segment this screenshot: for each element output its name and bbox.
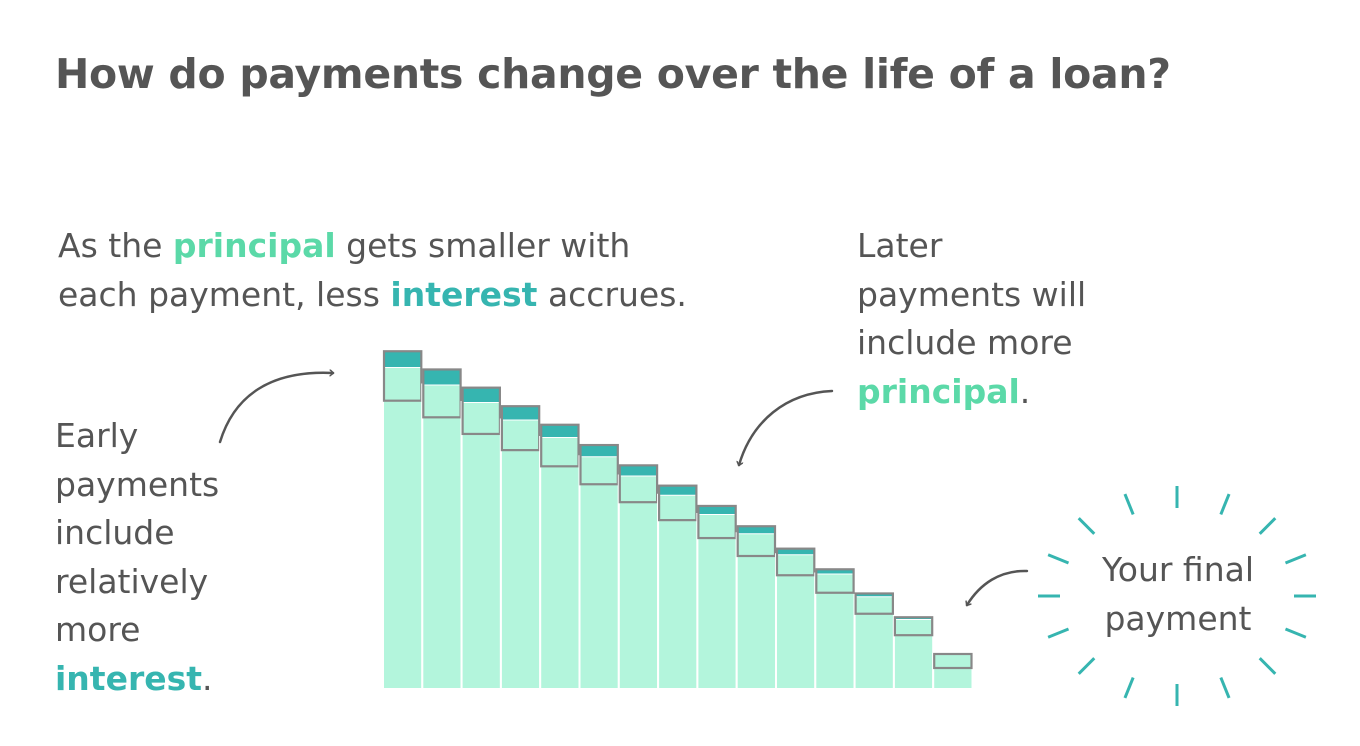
- intro-line-2-start: each payment, less: [58, 274, 391, 314]
- early-note-period: .: [202, 658, 213, 698]
- burst-ray: [1284, 553, 1307, 565]
- early-payments-note: Early payments include relatively more i…: [55, 412, 219, 703]
- intro-line-2: each payment, less interest accrues.: [58, 271, 687, 320]
- early-note-line: more: [55, 610, 141, 649]
- final-arrow-icon: [967, 569, 1029, 607]
- principal-bar: [657, 493, 699, 690]
- final-label-line: Your final: [1101, 550, 1255, 589]
- payment-bars: [382, 350, 974, 690]
- later-note-period: .: [1019, 371, 1031, 411]
- sparkle-burst-icon: [1038, 486, 1316, 706]
- burst-ray: [1258, 657, 1277, 675]
- principal-bar: [539, 436, 581, 690]
- interest-segment: [501, 406, 540, 420]
- interest-segment: [659, 485, 697, 495]
- interest-segment: [619, 465, 658, 476]
- interest-segment: [816, 569, 854, 574]
- early-note-line: Early: [55, 416, 139, 455]
- early-note-line: relatively: [55, 561, 209, 601]
- principal-highlight: principal: [172, 226, 336, 265]
- final-label-line: payment: [1104, 598, 1252, 638]
- intro-line-1-start: As the: [58, 226, 173, 265]
- payment-outline: [579, 443, 619, 486]
- later-principal-highlight: principal: [857, 371, 1020, 411]
- burst-ray: [1123, 493, 1135, 515]
- principal-bar: [892, 618, 935, 690]
- burst-ray: [1077, 517, 1096, 535]
- payment-outline: [697, 504, 737, 540]
- interest-segment: [698, 505, 736, 514]
- intro-line-2-end: accrues.: [537, 274, 687, 314]
- interest-segment: [462, 387, 500, 402]
- later-payments-note: Later payments will include more princip…: [857, 222, 1086, 416]
- principal-bar: [617, 474, 660, 690]
- interest-segment: [384, 351, 422, 367]
- early-note-line: include: [55, 513, 175, 552]
- principal-bar: [382, 366, 424, 690]
- intro-line-1-end: gets smaller with: [335, 226, 631, 265]
- early-note-line: payments: [55, 464, 220, 504]
- interest-segment: [580, 445, 618, 457]
- principal-bar: [578, 455, 620, 690]
- principal-bar: [421, 383, 463, 690]
- payment-outline: [854, 592, 894, 615]
- burst-ray: [1047, 553, 1070, 565]
- later-note-last-line: principal.: [857, 368, 1086, 417]
- payment-outline: [815, 568, 855, 594]
- payment-outline: [775, 547, 816, 577]
- interest-segment: [855, 593, 893, 597]
- payment-outline: [461, 386, 502, 436]
- payment-outline: [382, 350, 423, 402]
- burst-ray: [1047, 627, 1070, 639]
- payment-outline: [657, 484, 698, 522]
- burst-ray: [1123, 677, 1135, 699]
- principal-bar: [735, 532, 778, 690]
- payment-outline: [736, 525, 777, 558]
- intro-line-1: As the principal gets smaller with: [58, 222, 687, 271]
- principal-bar: [932, 653, 974, 690]
- payment-outline: [933, 652, 973, 670]
- page-title: How do payments change over the life of …: [55, 50, 1171, 98]
- payment-outline: [618, 464, 659, 504]
- interest-segment: [541, 424, 579, 437]
- principal-bar: [814, 572, 856, 690]
- interest-segment: [423, 369, 461, 385]
- interest-segment: [737, 526, 775, 534]
- final-payment-label: Your final payment: [1066, 546, 1290, 643]
- burst-ray: [1284, 627, 1307, 639]
- payment-outline: [893, 616, 934, 637]
- later-note-line: include more: [857, 323, 1073, 362]
- burst-ray: [1077, 657, 1096, 675]
- principal-bar: [460, 401, 502, 690]
- principal-bar: [499, 418, 542, 690]
- early-note-last-line: interest.: [55, 655, 219, 704]
- payment-outline: [422, 368, 462, 419]
- early-arrow-icon: [218, 373, 333, 444]
- interest-segment: [777, 548, 815, 555]
- intro-text: As the principal gets smaller with each …: [58, 222, 687, 319]
- payment-outline: [500, 405, 541, 452]
- later-note-line: Later: [857, 226, 943, 265]
- burst-ray: [1258, 517, 1277, 535]
- principal-bar: [696, 513, 738, 690]
- early-interest-highlight: interest: [55, 658, 203, 698]
- burst-ray: [1219, 677, 1231, 699]
- later-note-line: payments will: [857, 274, 1087, 314]
- later-arrow-icon: [739, 389, 834, 465]
- payment-outline: [540, 423, 580, 468]
- principal-bar: [853, 595, 895, 690]
- interest-highlight: interest: [390, 274, 538, 314]
- burst-ray: [1219, 493, 1231, 515]
